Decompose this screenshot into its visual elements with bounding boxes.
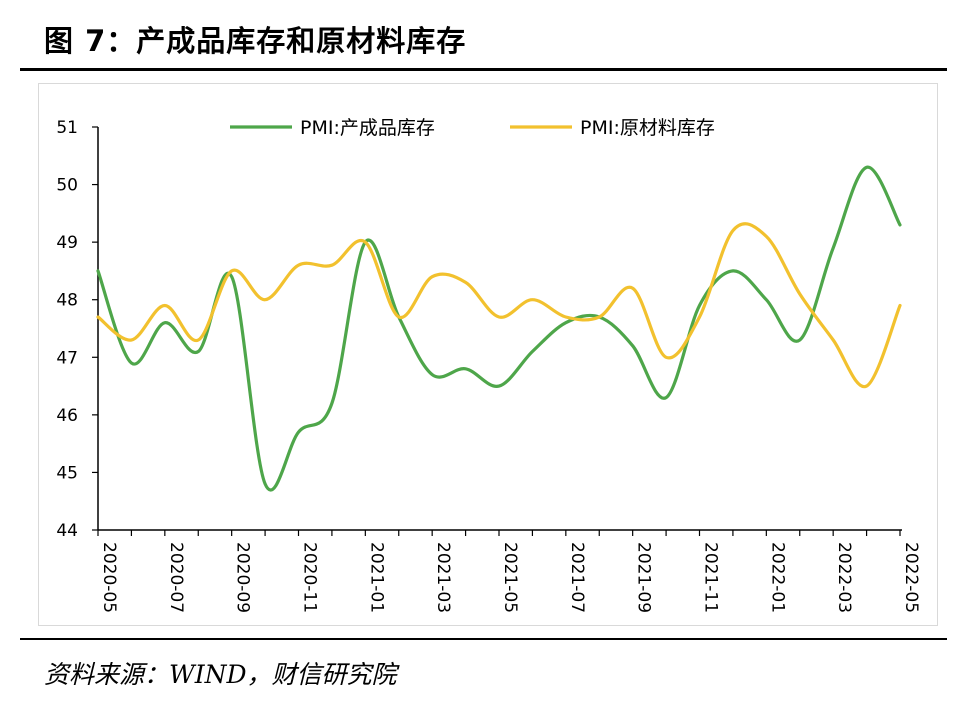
x-tick-label: 2020-07 xyxy=(166,542,186,613)
x-tick-label: 2020-11 xyxy=(300,542,320,613)
chart-frame xyxy=(38,83,938,626)
y-tick-label: 51 xyxy=(56,118,78,138)
x-axis-ticks: 2020-05 2020-07 2020-09 2020-11 2021-01 2021-… xyxy=(97,530,921,613)
y-axis-ticks: 44 45 46 47 48 49 50 51 xyxy=(56,118,98,541)
x-tick-label: 2021-03 xyxy=(433,542,453,613)
x-tick-label: 2022-03 xyxy=(834,542,854,613)
bottom-rule xyxy=(20,638,947,640)
x-tick-label: 2021-05 xyxy=(500,542,520,613)
x-tick-label: 2020-05 xyxy=(99,542,119,613)
y-tick-label: 50 xyxy=(56,176,78,196)
x-tick-label: 2022-05 xyxy=(901,542,921,613)
x-tick-label: 2021-07 xyxy=(567,542,587,613)
legend-label: PMI:产成品库存 xyxy=(300,117,435,139)
y-tick-label: 45 xyxy=(56,463,78,483)
series-line-finished-goods xyxy=(96,165,902,492)
axes xyxy=(97,127,902,531)
figure-title: 图 7：产成品库存和原材料库存 xyxy=(44,24,467,58)
x-tick-label: 2020-09 xyxy=(233,542,253,613)
source-note: 资料来源：WIND，财信研究院 xyxy=(44,660,397,689)
legend: PMI:产成品库存 PMI:原材料库存 xyxy=(230,117,715,139)
series-line-raw-materials xyxy=(96,222,902,389)
x-tick-label: 2021-09 xyxy=(634,542,654,613)
legend-label: PMI:原材料库存 xyxy=(580,117,715,139)
y-tick-label: 44 xyxy=(56,521,78,541)
x-tick-label: 2021-11 xyxy=(701,542,721,613)
y-tick-label: 49 xyxy=(56,233,78,253)
x-tick-label: 2022-01 xyxy=(767,542,787,613)
top-rule xyxy=(20,68,947,71)
y-tick-label: 47 xyxy=(56,348,78,368)
series-lines xyxy=(96,165,902,492)
y-tick-label: 46 xyxy=(56,406,78,426)
y-tick-label: 48 xyxy=(56,291,78,311)
x-tick-label: 2021-01 xyxy=(366,542,386,613)
